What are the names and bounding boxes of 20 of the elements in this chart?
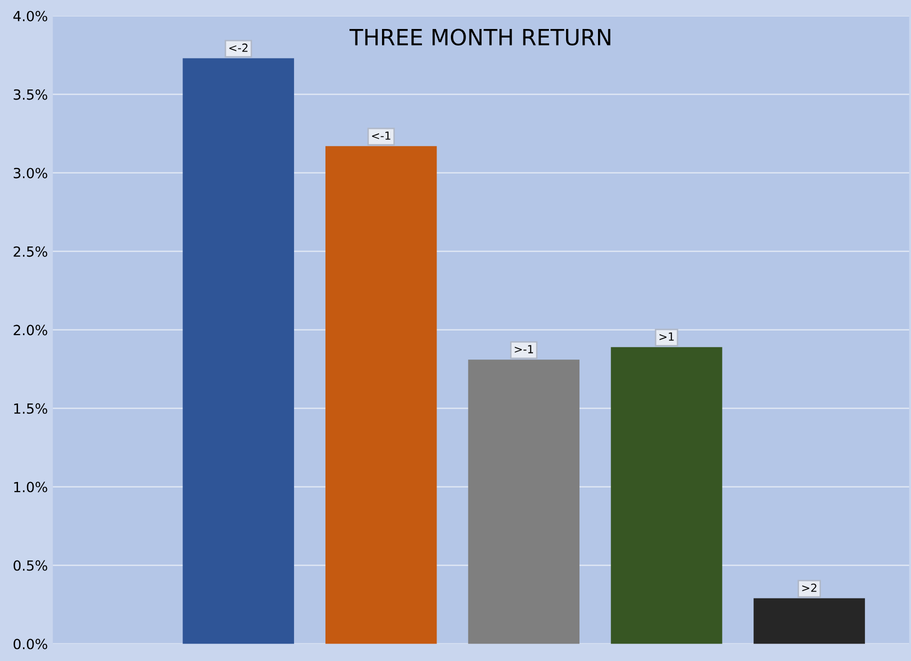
y-tick-label: 0.0% — [14, 638, 48, 650]
y-tick-label: 2.5% — [14, 246, 48, 257]
x-tick-label: >-1 — [514, 345, 533, 354]
chart-title: THREE MONTH RETURN — [349, 28, 610, 46]
x-tick-label: <-1 — [372, 132, 390, 140]
y-tick-label: 1.0% — [14, 482, 48, 492]
bar — [325, 146, 437, 644]
y-tick-label: 3.5% — [14, 89, 48, 100]
y-tick-label: 3.0% — [14, 168, 48, 178]
x-tick-label: <-2 — [229, 44, 248, 52]
x-tick-label: >2 — [802, 584, 816, 592]
y-tick-label: 1.5% — [14, 403, 48, 414]
bar — [182, 58, 294, 644]
y-tick-label: 2.0% — [14, 324, 48, 336]
bar — [468, 360, 580, 644]
x-tick-label: >1 — [660, 332, 674, 341]
bar — [754, 598, 865, 644]
y-tick-label: 4.0% — [13, 10, 48, 22]
y-tick-label: 0.5% — [14, 560, 48, 571]
bar — [610, 347, 722, 644]
